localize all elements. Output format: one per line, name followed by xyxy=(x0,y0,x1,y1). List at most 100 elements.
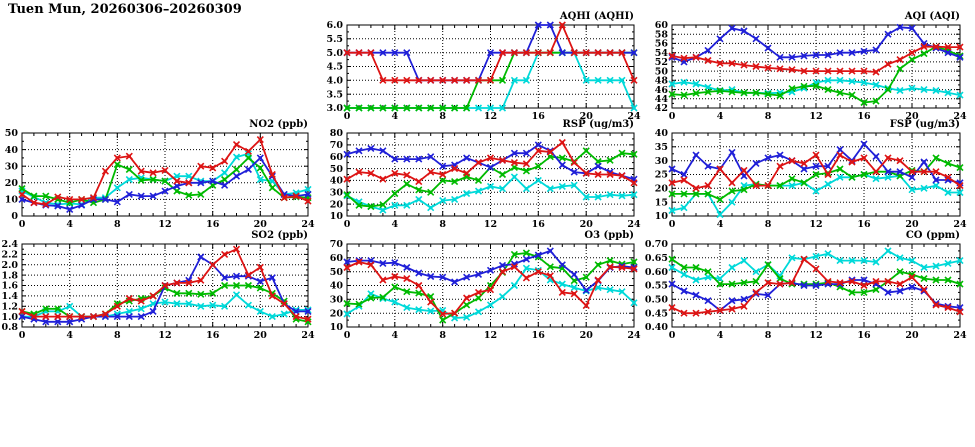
svg-text:20: 20 xyxy=(330,199,344,210)
svg-text:0.50: 0.50 xyxy=(645,295,669,306)
svg-text:0.40: 0.40 xyxy=(645,322,669,333)
svg-text:4: 4 xyxy=(391,111,398,122)
chart-plot-aqhi: 6.0 5.5 5.0 4.5 4.0 3.5 3.00 4 8 12 16 20 24 xyxy=(326,20,641,122)
svg-text:0.55: 0.55 xyxy=(645,281,668,292)
svg-text:40: 40 xyxy=(655,128,669,139)
svg-text:30: 30 xyxy=(330,295,344,306)
chart-title-aqi: AQI (AQI) xyxy=(904,11,960,22)
svg-text:8: 8 xyxy=(439,330,446,341)
svg-text:8: 8 xyxy=(765,111,772,122)
svg-text:4: 4 xyxy=(66,330,73,341)
svg-text:12: 12 xyxy=(809,111,822,122)
svg-text:12: 12 xyxy=(484,111,497,122)
svg-text:16: 16 xyxy=(532,330,546,341)
svg-text:30: 30 xyxy=(5,161,19,172)
svg-text:70: 70 xyxy=(330,239,344,250)
svg-text:70: 70 xyxy=(330,140,344,151)
svg-text:35: 35 xyxy=(655,142,668,153)
svg-text:50: 50 xyxy=(655,66,669,77)
svg-text:20: 20 xyxy=(254,330,268,341)
chart-fsp: FSP (ug/m3) 40 35 30 25 20 15 10 0 4 8 12 16 20 24 xyxy=(642,119,968,232)
svg-text:4.0: 4.0 xyxy=(326,76,343,87)
svg-text:0.65: 0.65 xyxy=(645,253,668,264)
svg-text:12: 12 xyxy=(158,330,171,341)
svg-text:50: 50 xyxy=(330,267,344,278)
svg-text:2.0: 2.0 xyxy=(1,260,18,271)
svg-text:25: 25 xyxy=(655,170,668,181)
svg-text:24: 24 xyxy=(953,111,967,122)
svg-text:24: 24 xyxy=(627,111,641,122)
svg-text:24: 24 xyxy=(301,219,315,230)
svg-text:20: 20 xyxy=(5,178,19,189)
svg-text:2.2: 2.2 xyxy=(1,250,18,261)
svg-text:60: 60 xyxy=(330,152,344,163)
svg-text:40: 40 xyxy=(5,145,19,156)
chart-title-co: CO (ppm) xyxy=(905,230,960,241)
chart-o3: O3 (ppb) 70 60 50 40 30 20 10 0 4 8 12 16 20 24 xyxy=(317,230,642,343)
svg-text:0: 0 xyxy=(11,211,18,222)
svg-text:6.0: 6.0 xyxy=(326,20,343,31)
chart-title-aqhi: AQHI (AQHI) xyxy=(559,11,634,22)
svg-text:16: 16 xyxy=(857,219,871,230)
svg-text:0.8: 0.8 xyxy=(1,322,18,333)
svg-text:16: 16 xyxy=(532,219,546,230)
svg-text:24: 24 xyxy=(301,330,315,341)
svg-text:20: 20 xyxy=(580,219,594,230)
svg-text:0: 0 xyxy=(19,330,26,341)
svg-text:40: 40 xyxy=(330,281,344,292)
svg-text:4: 4 xyxy=(391,330,398,341)
svg-text:0.60: 0.60 xyxy=(645,267,669,278)
chart-no2: NO2 (ppb) 50 40 30 20 10 0 0 4 8 12 16 20 24 xyxy=(0,119,316,232)
svg-text:1.2: 1.2 xyxy=(1,302,18,313)
svg-text:12: 12 xyxy=(484,219,497,230)
svg-text:60: 60 xyxy=(655,20,669,31)
svg-text:10: 10 xyxy=(5,195,19,206)
svg-text:44: 44 xyxy=(655,94,669,105)
svg-text:46: 46 xyxy=(655,85,669,96)
svg-text:8: 8 xyxy=(765,219,772,230)
svg-text:0: 0 xyxy=(669,330,676,341)
svg-text:12: 12 xyxy=(484,330,497,341)
svg-text:24: 24 xyxy=(953,330,967,341)
svg-text:42: 42 xyxy=(655,103,668,114)
svg-text:54: 54 xyxy=(655,48,669,59)
svg-text:50: 50 xyxy=(330,164,344,175)
svg-text:24: 24 xyxy=(627,219,641,230)
svg-text:16: 16 xyxy=(857,111,871,122)
svg-text:1.6: 1.6 xyxy=(1,281,18,292)
svg-text:20: 20 xyxy=(330,308,344,319)
svg-text:20: 20 xyxy=(905,219,919,230)
svg-text:20: 20 xyxy=(580,111,594,122)
chart-plot-so2: 2.42.22.01.81.61.41.21.00.80 4 8 12 16 20 24 xyxy=(1,239,315,341)
svg-text:0: 0 xyxy=(344,330,351,341)
svg-text:5.5: 5.5 xyxy=(326,34,343,45)
svg-text:10: 10 xyxy=(330,211,344,222)
svg-text:4: 4 xyxy=(391,219,398,230)
svg-text:1.8: 1.8 xyxy=(1,270,18,281)
svg-text:10: 10 xyxy=(655,211,669,222)
chart-co: CO (ppm) 0.70 0.65 0.60 0.55 0.50 0.45 0.40 0 4 8… xyxy=(642,230,968,343)
svg-text:52: 52 xyxy=(655,57,668,68)
svg-text:20: 20 xyxy=(580,330,594,341)
svg-text:12: 12 xyxy=(158,219,171,230)
svg-text:0: 0 xyxy=(344,219,351,230)
svg-text:0.70: 0.70 xyxy=(645,239,669,250)
svg-text:5.0: 5.0 xyxy=(326,48,343,59)
svg-text:4: 4 xyxy=(66,219,73,230)
svg-text:16: 16 xyxy=(857,330,871,341)
svg-text:12: 12 xyxy=(809,330,822,341)
svg-text:3.0: 3.0 xyxy=(326,103,343,114)
svg-text:0: 0 xyxy=(344,111,351,122)
svg-text:16: 16 xyxy=(532,111,546,122)
svg-text:30: 30 xyxy=(330,188,344,199)
chart-title-fsp: FSP (ug/m3) xyxy=(889,119,960,130)
chart-aqi: AQI (AQI) 60 58 56 54 52 50 48 46 44 42 0 4 8 12 16 20 2… xyxy=(642,11,968,124)
chart-plot-co: 0.70 0.65 0.60 0.55 0.50 0.45 0.400 4 8 12 16 20 24 xyxy=(645,239,967,341)
svg-text:20: 20 xyxy=(254,219,268,230)
svg-text:60: 60 xyxy=(330,253,344,264)
chart-title-o3: O3 (ppb) xyxy=(584,230,634,241)
svg-text:58: 58 xyxy=(655,29,669,40)
svg-text:4: 4 xyxy=(717,330,724,341)
